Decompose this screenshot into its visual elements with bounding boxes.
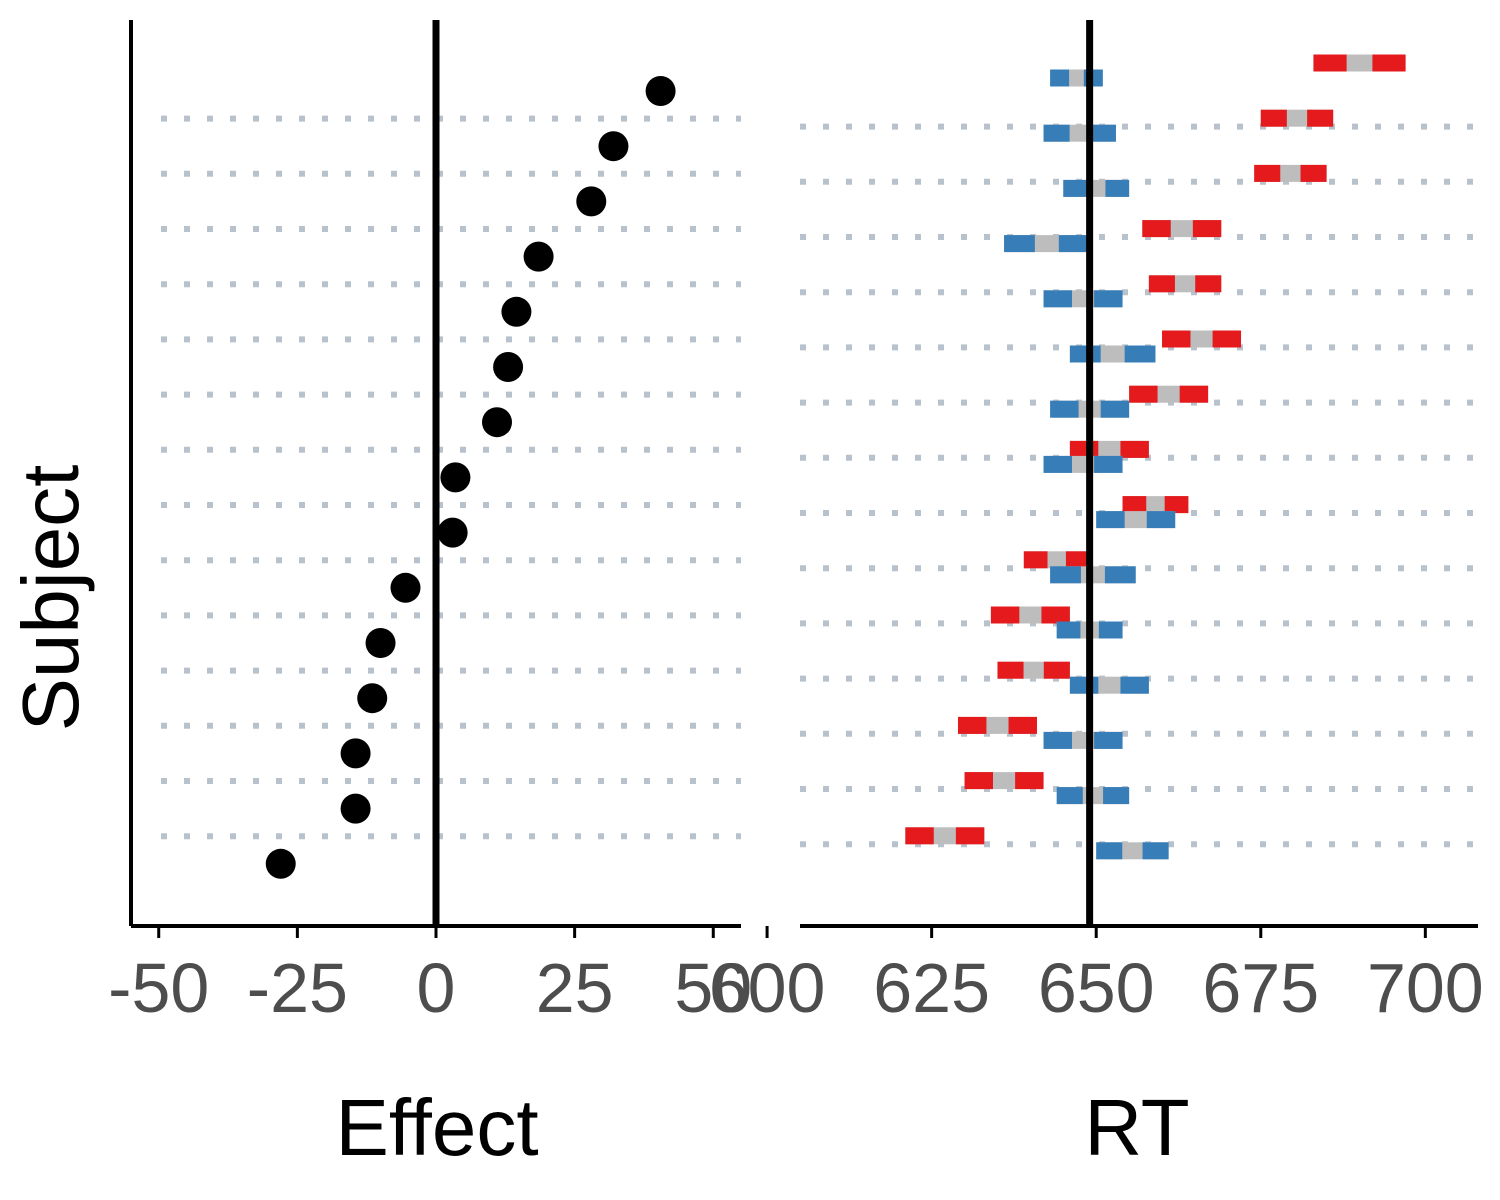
red-interval-lower (1254, 164, 1281, 182)
red-interval-lower (1148, 275, 1175, 293)
data-point (501, 296, 532, 327)
blue-interval-lower (1050, 400, 1079, 418)
red-interval-lower (1313, 54, 1347, 72)
blue-interval-upper (1094, 290, 1123, 308)
data-point (340, 793, 371, 824)
red-interval-upper (1065, 551, 1090, 569)
blue-interval-upper (1089, 124, 1116, 142)
data-point (598, 131, 629, 162)
red-interval-lower (997, 661, 1024, 679)
red-interval-upper (1043, 661, 1070, 679)
blue-interval-lower (1050, 566, 1081, 584)
blue-interval-lower (1096, 511, 1125, 529)
red-interval-upper (1195, 275, 1222, 293)
blue-interval-upper (1142, 842, 1169, 860)
x-tick-label: 0 (417, 949, 456, 1027)
x-tick-label: -50 (108, 949, 209, 1027)
red-interval-upper (1008, 716, 1037, 734)
x-tick-label: 600 (709, 949, 826, 1027)
red-interval-lower (990, 606, 1020, 624)
red-interval-lower (905, 827, 934, 845)
blue-interval-lower (1056, 787, 1083, 805)
red-interval-lower (1162, 330, 1191, 348)
data-point (265, 848, 296, 879)
blue-interval-lower (1056, 621, 1081, 639)
blue-interval-upper (1124, 345, 1156, 363)
x-tick-label: 25 (536, 949, 614, 1027)
blue-interval-lower (1096, 842, 1123, 860)
rt-panel: 600 625 650 675 700 (709, 20, 1484, 1027)
red-interval-upper (1041, 606, 1070, 624)
x-tick-label: 675 (1202, 949, 1319, 1027)
red-interval-lower (1023, 551, 1048, 569)
y-axis-title: Subject (6, 465, 95, 732)
red-interval-lower (1129, 385, 1158, 403)
red-interval-upper (1015, 772, 1044, 790)
red-interval-upper (1372, 54, 1406, 72)
blue-interval-upper (1105, 179, 1130, 197)
red-interval-lower (1069, 440, 1099, 458)
blue-interval-lower (1063, 179, 1087, 197)
data-point (440, 462, 471, 493)
x-tick-label: -25 (247, 949, 348, 1027)
x-tick-label: 700 (1367, 949, 1484, 1027)
axis-titles: Subject Effect RT (6, 465, 1190, 1172)
red-interval-upper (1212, 330, 1242, 348)
red-interval-upper (1179, 385, 1209, 403)
red-interval-upper (1192, 220, 1222, 238)
red-interval-upper (1307, 109, 1334, 127)
blue-interval-lower (1050, 69, 1070, 87)
red-interval-upper (1164, 496, 1189, 514)
data-point (482, 407, 512, 438)
blue-interval-upper (1098, 621, 1123, 639)
data-point (493, 352, 524, 382)
blue-interval-upper (1146, 511, 1176, 529)
data-point (576, 186, 607, 217)
x-axis-title-rt: RT (1084, 1083, 1189, 1172)
red-interval-upper (1300, 164, 1327, 182)
data-point (390, 572, 421, 603)
blue-interval-lower (1043, 124, 1070, 142)
blue-interval-upper (1094, 731, 1123, 749)
red-interval-lower (1142, 220, 1171, 238)
data-point (523, 241, 554, 272)
blue-interval-lower (1043, 290, 1072, 308)
red-interval-upper (955, 827, 985, 845)
x-tick-label: 650 (1038, 949, 1155, 1027)
data-point (437, 517, 468, 548)
blue-interval-lower (1043, 731, 1072, 749)
x-tick-label: 625 (873, 949, 990, 1027)
blue-interval-lower (1069, 676, 1099, 694)
blue-interval-upper (1094, 455, 1123, 473)
blue-interval-upper (1058, 235, 1090, 253)
data-point (645, 76, 676, 106)
blue-interval-upper (1120, 676, 1149, 694)
data-point (340, 738, 371, 769)
red-interval-upper (1120, 440, 1149, 458)
effect-panel: -50 -25 0 25 50 (108, 20, 752, 1027)
blue-interval-upper (1104, 566, 1136, 584)
blue-interval-lower (1069, 345, 1101, 363)
blue-interval-upper (1100, 400, 1130, 418)
red-interval-lower (964, 772, 993, 790)
blue-interval-lower (1043, 455, 1072, 473)
x-tick-label: 50 (674, 949, 752, 1027)
red-interval-lower (957, 716, 987, 734)
data-point (357, 683, 388, 714)
red-interval-lower (1260, 109, 1287, 127)
blue-interval-upper (1103, 787, 1130, 805)
x-axis-title-effect: Effect (335, 1083, 538, 1172)
blue-interval-lower (1004, 235, 1035, 253)
data-point (365, 628, 396, 658)
red-interval-lower (1122, 496, 1147, 514)
